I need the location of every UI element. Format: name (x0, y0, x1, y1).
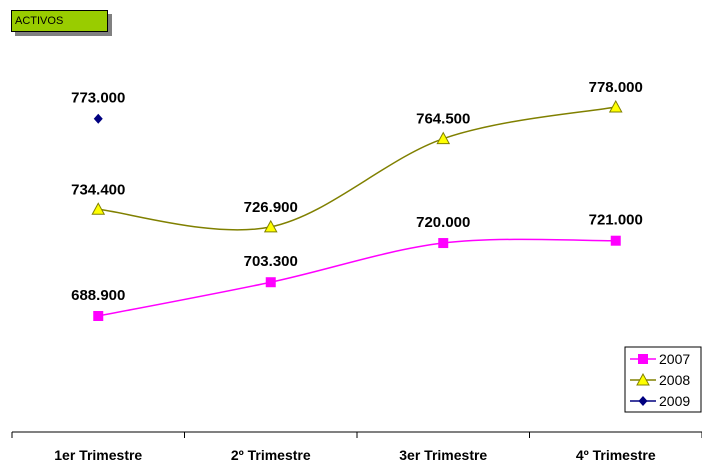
data-label-2007: 721.000 (589, 212, 643, 229)
legend-label-2008: 2008 (659, 372, 690, 388)
data-label-2009: 773.000 (71, 90, 125, 107)
data-point-2007 (610, 235, 621, 246)
data-point-2007 (438, 238, 449, 249)
data-label-2008: 734.400 (71, 181, 125, 198)
legend-label-2007: 2007 (659, 351, 690, 367)
legend-marker-2009 (638, 396, 648, 406)
series-line-2007 (98, 238, 616, 317)
data-point-2007 (265, 277, 276, 288)
data-label-2008: 764.500 (416, 111, 470, 128)
data-point-2008 (608, 99, 623, 113)
data-point-2007 (93, 311, 104, 321)
legend-marker-2008 (636, 372, 650, 386)
data-label-2008: 778.000 (589, 79, 643, 96)
x-tick-label: 4º Trimestre (576, 447, 656, 463)
chart-title: ACTIVOS (11, 10, 108, 32)
data-label-2007: 720.000 (416, 214, 470, 231)
data-point-2008 (91, 202, 106, 215)
data-point-2009 (93, 113, 103, 124)
x-tick-label: 3er Trimestre (399, 447, 487, 463)
data-point-2008 (263, 219, 278, 233)
data-label-2007: 703.300 (244, 253, 298, 270)
legend-label-2009: 2009 (659, 393, 690, 409)
legend-marker-2007 (638, 354, 648, 364)
data-label-2007: 688.900 (71, 287, 125, 304)
data-point-2008 (436, 131, 451, 145)
x-tick-label: 2º Trimestre (231, 447, 311, 463)
data-label-2008: 726.900 (244, 199, 298, 216)
x-tick-label: 1er Trimestre (54, 447, 142, 463)
series-line-2008 (98, 106, 616, 231)
